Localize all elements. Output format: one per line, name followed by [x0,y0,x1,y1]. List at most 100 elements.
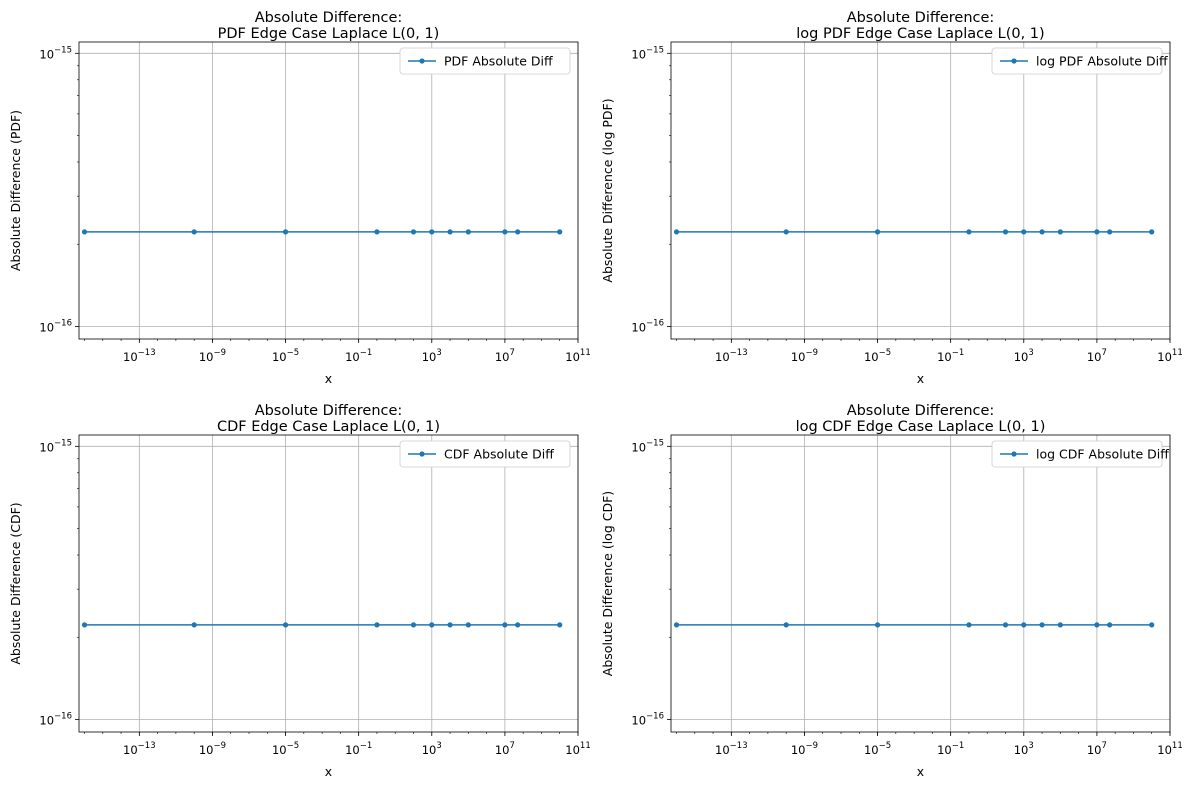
chart-title-line2: log PDF Edge Case Laplace L(0, 1) [796,26,1044,42]
data-point [191,229,197,235]
x-tick-label: 107 [495,348,515,364]
plot-frame [670,41,1171,340]
plot-frame [78,41,579,340]
x-tick-label: 10−5 [272,348,299,364]
data-point [515,229,521,235]
x-tick-label: 10−9 [199,741,226,757]
y-tick-label: 10−15 [631,45,664,61]
data-point [1039,622,1045,628]
x-tick-label: 10−13 [715,348,748,364]
data-point [1021,622,1027,628]
x-tick-label: 1011 [565,741,590,757]
x-tick-label: 10−13 [123,741,156,757]
x-tick-label: 103 [1014,348,1034,364]
data-point [1094,229,1100,235]
data-point [673,622,680,628]
x-axis-label: x [325,764,332,779]
chart-panel-1: 10−13 10−9 10−5 10−1 103 107 1011 10−16 10−15 PDF… [8,10,591,386]
data-point [1107,622,1113,628]
chart-title-line2: CDF Edge Case Laplace L(0, 1) [217,419,440,435]
data-point [447,229,453,235]
legend-label: log PDF Absolute Diff [1036,54,1168,69]
data-point [429,622,435,628]
data-point [502,229,508,235]
x-tick-label: 10−9 [199,348,226,364]
legend-box [991,440,1163,468]
chart-title-line1: Absolute Difference: [255,403,403,419]
data-point [410,622,417,628]
chart-title-line1: Absolute Difference: [255,10,403,26]
x-tick-label: 103 [422,741,442,757]
chart-panel-2: 10−13 10−9 10−5 10−1 103 107 1011 10−16 10−15 log… [600,10,1183,386]
data-point [81,229,88,235]
data-point [410,229,417,235]
data-point [447,622,453,628]
chart-title-line1: Absolute Difference: [847,403,995,419]
legend-label: log CDF Absolute Diff [1036,447,1169,462]
data-point [282,622,289,628]
data-point [1002,622,1009,628]
y-axis-label: Absolute Difference (log CDF) [600,491,615,676]
chart-title-line2: PDF Edge Case Laplace L(0, 1) [218,26,440,42]
data-point [1107,229,1113,235]
chart-title-line1: Absolute Difference: [847,10,995,26]
data-point [874,622,881,628]
data-point [515,622,521,628]
y-tick-label: 10−15 [39,45,72,61]
data-point [374,622,380,628]
data-point [1039,229,1045,235]
x-tick-label: 10−1 [345,348,372,364]
data-point [1057,229,1063,235]
y-tick-label: 10−16 [631,711,664,727]
data-point [557,622,563,628]
x-axis-label: x [917,371,924,386]
data-point [557,229,563,235]
legend-marker [1011,451,1017,457]
data-point [1057,622,1063,628]
x-tick-label: 10−5 [864,348,891,364]
x-tick-label: 1011 [1157,741,1182,757]
legend-box [399,440,571,468]
legend-marker [419,451,425,457]
x-tick-label: 10−5 [272,741,299,757]
chart-panel-4: 10−13 10−9 10−5 10−1 103 107 1011 10−16 10−15 log… [600,403,1183,779]
x-tick-label: 10−5 [864,741,891,757]
data-point [966,622,972,628]
y-axis-label: Absolute Difference (PDF) [8,110,23,271]
legend-marker [419,58,425,64]
data-point [81,622,88,628]
x-tick-label: 10−1 [937,741,964,757]
data-point [502,622,508,628]
x-tick-label: 10−1 [937,348,964,364]
chart-title-line2: log CDF Edge Case Laplace L(0, 1) [796,419,1046,435]
x-tick-label: 1011 [565,348,590,364]
data-point [374,229,380,235]
data-point [1094,622,1100,628]
x-axis-label: x [917,764,924,779]
legend-label: CDF Absolute Diff [444,447,554,462]
y-tick-label: 10−16 [39,711,72,727]
legend-label: PDF Absolute Diff [444,54,553,69]
plot-frame [670,434,1171,733]
y-tick-label: 10−16 [631,318,664,334]
y-tick-label: 10−16 [39,318,72,334]
data-point [1002,229,1009,235]
data-point [783,229,789,235]
data-point [1149,622,1155,628]
y-tick-label: 10−15 [631,438,664,454]
x-tick-label: 107 [1087,348,1107,364]
chart-panel-3: 10−13 10−9 10−5 10−1 103 107 1011 10−16 10−15 CDF… [8,403,591,779]
data-point [1149,229,1155,235]
x-tick-label: 10−13 [123,348,156,364]
data-point [465,229,471,235]
x-tick-label: 10−9 [791,348,818,364]
x-tick-label: 103 [422,348,442,364]
data-point [465,622,471,628]
x-tick-label: 103 [1014,741,1034,757]
data-point [191,622,197,628]
y-axis-label: Absolute Difference (log PDF) [600,98,615,282]
data-point [282,229,289,235]
data-point [783,622,789,628]
legend-marker [1011,58,1017,64]
